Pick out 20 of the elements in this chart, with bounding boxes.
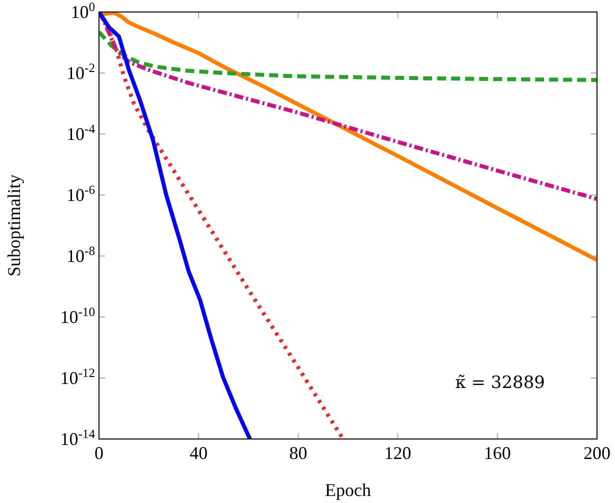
line-series	[99, 30, 597, 82]
x-tick-label: 120	[384, 443, 412, 463]
y-tick-label: 10$^{-4}$	[66, 122, 96, 144]
x-tick-label: 200	[584, 443, 610, 463]
y-tick-label: 10$^{-10}$	[60, 305, 95, 327]
x-axis-title: Epoch	[325, 480, 371, 500]
y-tick-label: 10$^{-6}$	[66, 183, 95, 205]
x-tick-label: 40	[190, 443, 208, 463]
x-tick-label: 0	[94, 443, 104, 463]
line-series	[99, 12, 597, 262]
y-tick-label: 10$^{-2}$	[66, 61, 95, 83]
y-tick-label: 10$^{-8}$	[66, 244, 95, 266]
x-tick-label: 80	[289, 443, 308, 463]
annotation: κ̃ = 32889	[455, 373, 545, 393]
y-tick-label: 10$^{-14}$	[60, 427, 96, 449]
y-tick-label: 10$^{0}$	[70, 0, 95, 22]
x-tick-label: 160	[484, 443, 511, 463]
y-axis-title: Suboptimality	[4, 174, 24, 277]
y-tick-label: 10$^{-12}$	[60, 366, 95, 388]
line-series	[99, 12, 252, 439]
